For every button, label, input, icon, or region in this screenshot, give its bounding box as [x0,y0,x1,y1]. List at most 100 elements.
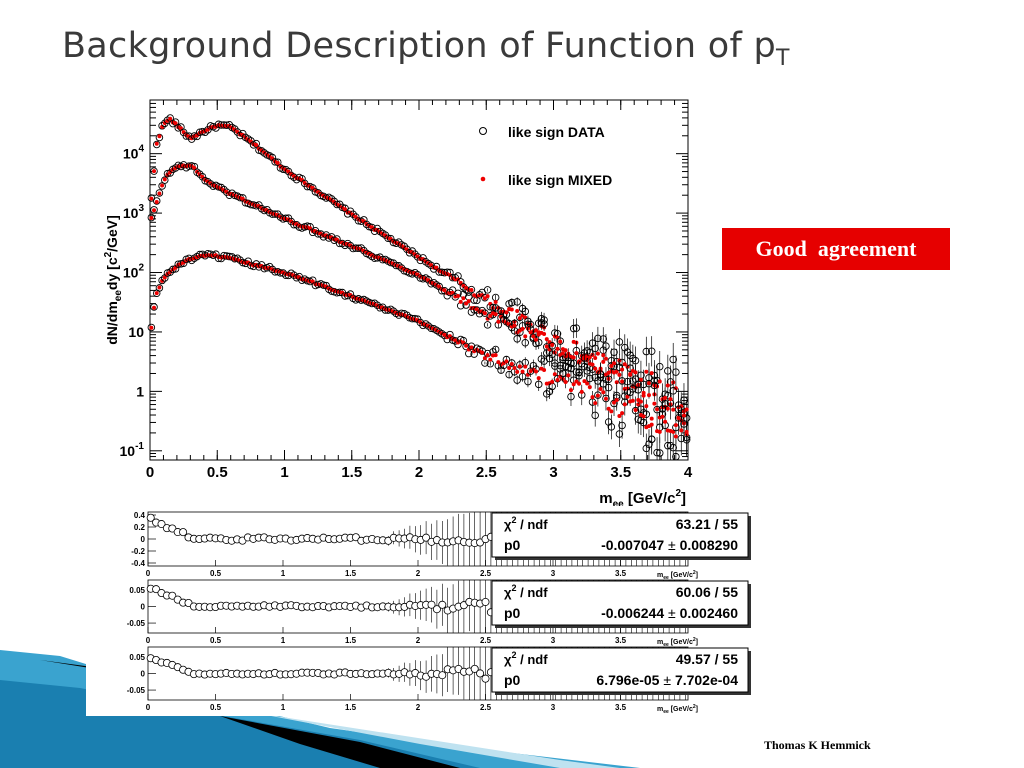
data-point [268,153,277,162]
mixed-point [415,272,420,277]
mixed-point [560,351,565,356]
data-point [346,290,355,298]
ratio-point [422,533,431,542]
mixed-point [671,407,676,412]
mixed-point [601,390,606,395]
ratio-x-tick-label: 2 [416,636,421,645]
mixed-point [655,407,660,412]
mixed-point [254,143,259,148]
ratio-x-tick-label: 3 [551,636,556,645]
ratio-panel-3: 0.050-0.050 0.5 1 1.5 2 2.5 3 3.5 mee [GeV/c2]χ2… [127,646,751,715]
data-point [196,170,204,178]
ratio-x-tick-label: 2 [416,569,421,578]
ratio-x-tick-label: 2.5 [480,703,492,712]
data-point [664,441,672,450]
legend-red-dot [480,176,486,182]
data-point [556,365,564,373]
data-point [677,409,686,418]
data-point [682,435,691,444]
mixed-point [517,316,522,321]
mixed-point [612,400,617,405]
data-point [610,399,618,408]
mixed-point [488,357,493,362]
ratio-y-tick-label: 0.4 [134,511,146,520]
mixed-point [464,301,469,306]
data-point [656,362,664,371]
mixed-point [614,369,619,374]
data-point [201,128,209,137]
data-point [548,342,556,350]
ratio-y-tick-label: 0.05 [129,653,145,662]
mixed-point [504,310,509,315]
data-point [387,234,395,243]
data-point [664,367,672,375]
legend-label-data: like sign DATA [508,124,605,140]
legend-label-mixed: like sign MIXED [508,172,612,188]
mixed-point [646,393,651,398]
data-point [583,367,591,375]
ratio-y-tick-label: 0 [141,670,146,679]
data-point [661,400,669,408]
ratio-y-tick-label: -0.4 [131,559,145,568]
data-point [666,441,675,450]
data-point [486,312,495,320]
mixed-point [168,270,173,275]
data-point [521,307,530,316]
mixed-point [641,414,646,419]
mixed-point [577,381,582,386]
data-point [653,405,661,414]
mixed-point [603,396,608,401]
data-point [591,373,599,382]
mixed-point [173,121,178,126]
p0-value: 6.796e-05 ± 7.702e-04 [596,672,738,688]
data-point [357,244,365,252]
mixed-point [507,322,512,327]
ratio-y-tick-label: 0 [141,535,146,544]
mixed-point [601,359,606,364]
mixed-point [663,395,668,400]
mixed-point [593,356,598,361]
mixed-point [563,379,568,384]
ratio-y-tick-label: -0.05 [127,686,146,695]
mixed-point [157,191,162,196]
ratio-x-tick-label: 1 [281,703,286,712]
fit-stats-box: χ2 / ndf 60.06 / 55 p0 -0.006244 ± 0.002460 [491,580,751,628]
data-point [543,390,551,398]
mixed-point [555,346,560,351]
ratio-point [427,600,436,609]
series-3 [147,250,691,461]
ratio-x-tick-label: 2.5 [480,569,492,578]
mixed-point [482,356,487,361]
ratio-x-tick-label: 0 [146,569,151,578]
data-point [158,276,166,285]
mixed-point [528,330,533,335]
mixed-point [644,369,649,374]
mixed-point [149,216,154,221]
mixed-point [485,294,490,299]
data-point [373,301,382,310]
mixed-point [566,373,571,378]
data-point [672,368,680,376]
mixed-point [168,170,173,175]
data-point [478,306,486,315]
mixed-point [657,379,662,384]
mixed-point [488,313,493,318]
data-point [333,235,341,243]
data-point [505,319,513,328]
mixed-point [558,374,563,379]
data-point [602,342,610,350]
data-point [639,418,648,427]
x-tick-label: 4 [684,464,693,481]
x-tick-label: 0 [146,464,154,481]
mixed-point [617,414,622,419]
mixed-point [485,316,490,321]
data-point [680,420,688,428]
data-point [327,195,336,203]
ratio-x-tick-label: 3.5 [615,703,627,712]
data-point [179,128,188,137]
data-point [368,223,376,232]
mixed-point [563,348,568,353]
mixed-point [649,416,654,421]
mixed-point [681,413,686,418]
data-point [540,320,548,328]
